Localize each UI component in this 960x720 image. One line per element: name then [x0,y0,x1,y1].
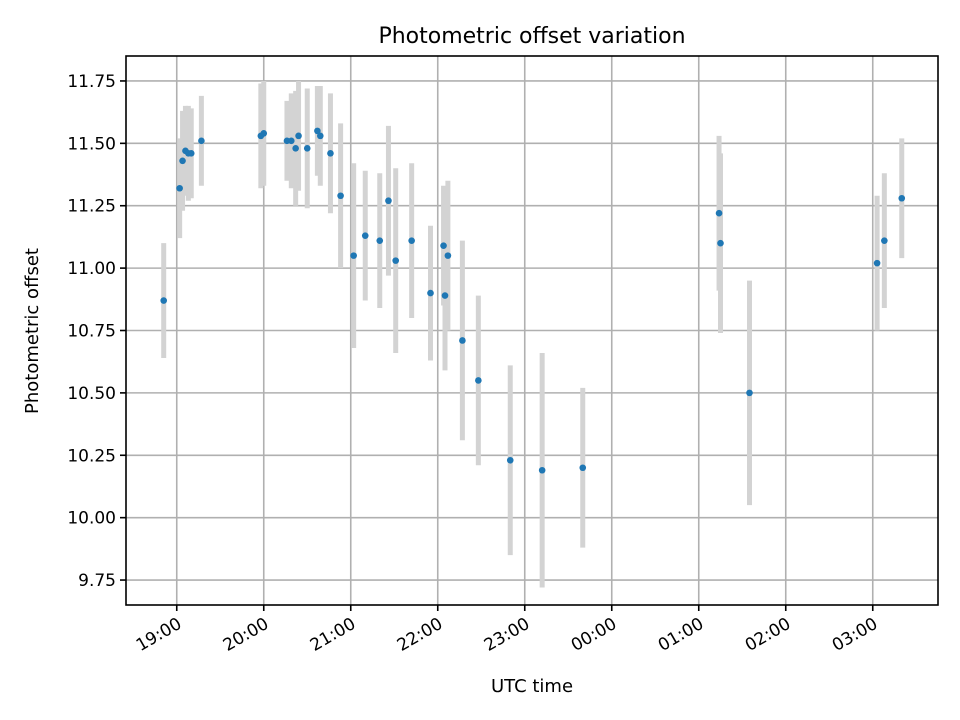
data-point [198,137,205,145]
data-point [441,292,449,299]
x-tick-label: 20:00 [220,614,272,656]
data-point [440,242,447,249]
data-point [506,456,514,464]
errorbar-layer [161,80,905,588]
data-point [292,145,299,152]
data-point [361,232,369,239]
y-tick-label: 10.50 [67,384,116,404]
y-tick-label: 11.50 [67,134,116,154]
x-axis-label: UTC time [491,676,573,697]
data-point [715,209,723,217]
x-tick-label: 19:00 [133,614,185,656]
data-point [392,257,400,264]
data-point [898,194,906,202]
data-point [385,197,392,205]
y-tick-label: 10.00 [67,509,116,529]
data-point [327,150,334,157]
y-tick-label: 10.25 [67,446,116,466]
y-tick-label: 10.75 [67,322,116,342]
data-point [179,157,186,165]
chart-title: Photometric offset variation [378,24,685,49]
y-axis-label: Photometric offset [22,248,43,414]
data-point [881,237,888,244]
x-tick-label: 02:00 [742,614,794,656]
data-point [579,464,587,472]
data-point [350,252,357,259]
point-layer [160,127,906,474]
x-tick-label: 00:00 [568,614,620,656]
data-point [288,137,295,145]
data-point [717,239,724,247]
y-tick-label: 9.75 [78,571,116,591]
data-point [444,252,452,259]
data-point [176,184,183,192]
data-point [376,237,384,244]
x-tick-label: 21:00 [307,614,359,656]
data-point [317,132,324,140]
data-point [746,389,753,397]
y-tick-label: 11.25 [67,197,116,217]
data-point [295,132,302,140]
data-point [427,289,434,297]
data-point [314,127,321,135]
data-point [475,377,482,384]
data-point [408,237,415,244]
data-point [303,145,311,152]
data-point [160,297,167,304]
plot-frame [125,55,939,606]
data-point [873,259,881,267]
data-point [538,466,546,474]
data-point [459,337,466,344]
x-tick-label: 03:00 [829,614,881,656]
x-tick-label: 23:00 [481,614,533,656]
data-point [337,192,344,200]
grid-layer [126,56,938,605]
y-tick-label: 11.75 [67,72,116,92]
x-tick-label: 01:00 [655,614,707,656]
data-point [187,150,195,157]
y-tick-label: 11.00 [67,259,116,279]
data-point [260,130,268,137]
x-tick-label: 22:00 [394,614,446,656]
